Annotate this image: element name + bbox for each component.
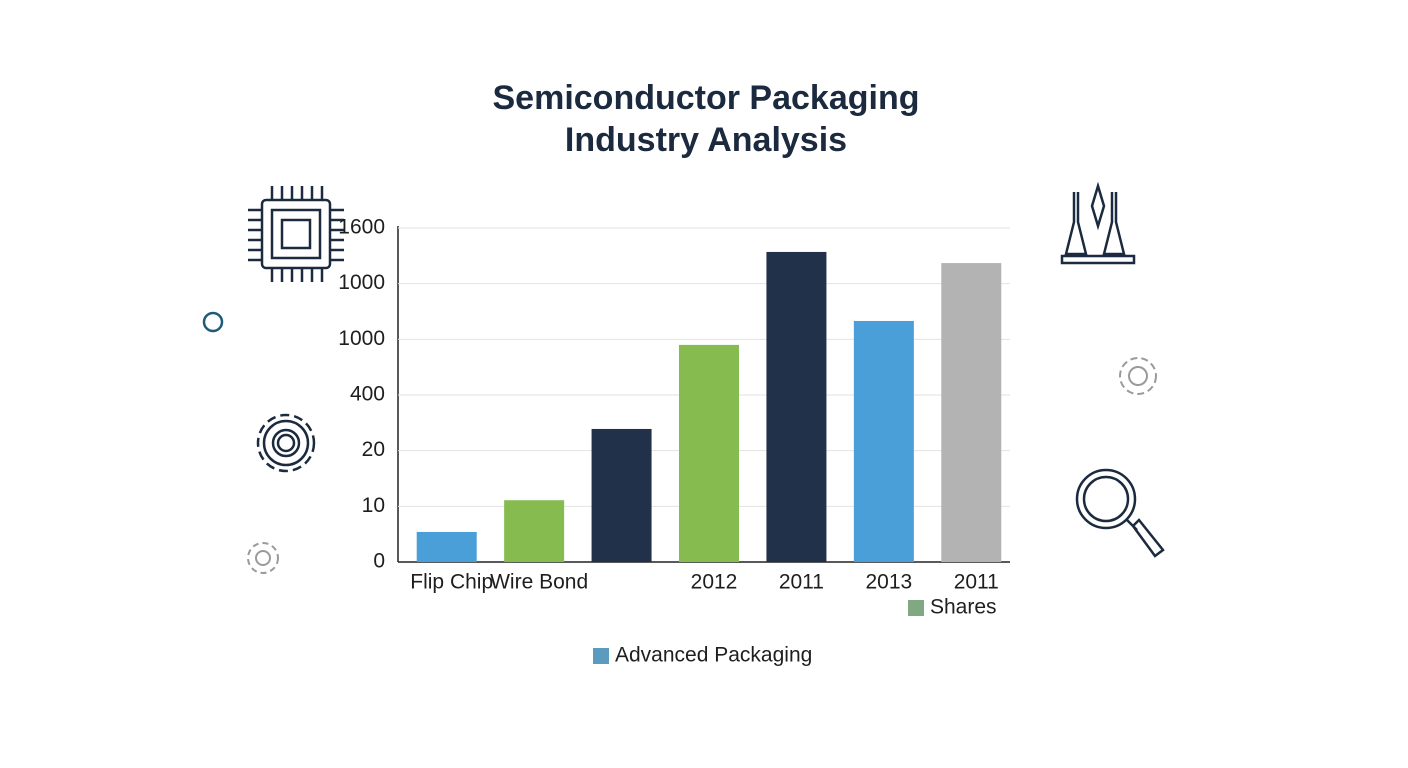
bar [853,320,914,562]
bar [941,263,1002,562]
bar [504,500,565,562]
chart-title: Industry Analysis [565,121,847,159]
gear-icon-small [247,542,279,574]
legend-label: Shares [930,596,997,619]
bar [766,251,827,563]
legend-swatch [593,648,609,664]
legend-label: Advanced Packaging [615,644,812,667]
magnifier-icon [1075,468,1165,558]
y-tick-label: 400 [350,383,385,406]
y-tick-label: 1000 [338,327,385,350]
y-tick-label: 0 [373,550,385,573]
flask-icon [1060,181,1136,265]
dot-icon [202,311,224,333]
bar [679,344,739,562]
chip-icon [248,186,344,282]
legend-swatch [908,600,924,616]
bar [416,531,477,562]
gear-icon [256,413,316,473]
chart-title: Semiconductor Packaging [493,79,920,117]
x-tick-label: Flip Chip [410,571,493,594]
y-tick-label: 1600 [338,216,385,239]
gear-icon-right [1119,357,1157,395]
y-tick-label: 20 [362,438,385,461]
bar [591,428,652,562]
x-tick-label: 2012 [691,571,738,594]
x-tick-label: Wire Bond [490,571,588,594]
y-tick-label: 1000 [338,271,385,294]
y-tick-label: 10 [362,494,385,517]
x-tick-label: 2011 [779,571,824,594]
x-tick-label: 2013 [865,571,912,594]
x-tick-label: 2011 [954,571,999,594]
